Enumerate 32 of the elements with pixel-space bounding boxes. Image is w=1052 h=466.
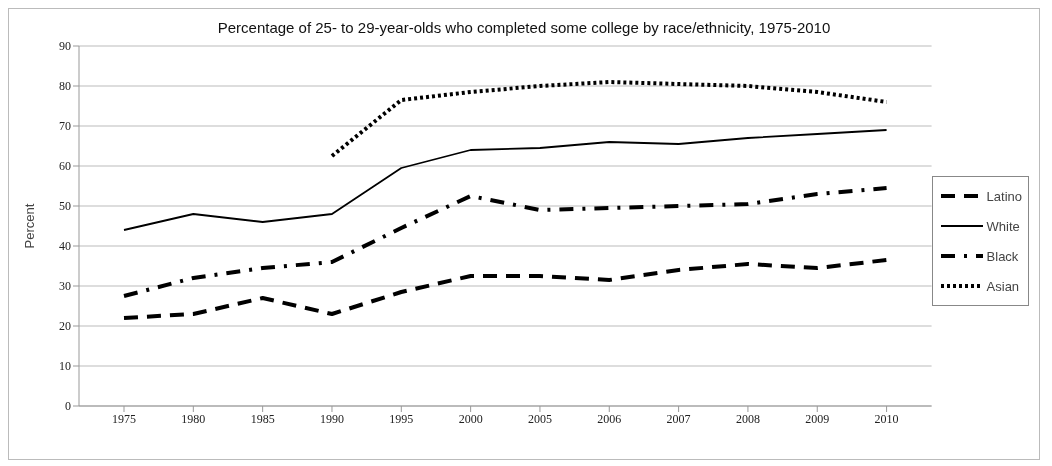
legend-label: Asian xyxy=(986,278,1020,294)
x-tick-label: 1985 xyxy=(250,411,275,426)
line-series xyxy=(122,258,889,320)
x-tick-label: 2010 xyxy=(874,411,899,426)
y-tick-label: 80 xyxy=(59,79,71,94)
legend-label: Black xyxy=(986,248,1019,264)
y-tick-label: 90 xyxy=(59,39,71,54)
legend-label: Latino xyxy=(986,188,1022,204)
x-tick-label: 2006 xyxy=(597,411,622,426)
x-tick-label: 1975 xyxy=(112,411,136,426)
line-series xyxy=(122,186,889,298)
x-tick-label: 2007 xyxy=(666,411,691,426)
line-series xyxy=(123,129,888,231)
x-tick-label: 1990 xyxy=(319,411,344,426)
legend-label: White xyxy=(986,218,1020,234)
y-tick-label: 50 xyxy=(59,199,71,214)
y-tick-label: 30 xyxy=(59,279,71,294)
chart-title: Percentage of 25- to 29-year-olds who completed some college by race/ethnicity, 1975-2010 xyxy=(216,19,832,36)
line-series xyxy=(329,80,889,158)
x-tick-label: 2009 xyxy=(805,411,830,426)
y-tick-label: 0 xyxy=(65,399,71,414)
x-tick-label: 1995 xyxy=(389,411,414,426)
y-tick-label: 20 xyxy=(59,319,71,334)
x-tick-label: 2005 xyxy=(527,411,552,426)
y-tick-label: 10 xyxy=(59,359,71,374)
y-tick-label: 70 xyxy=(59,119,71,134)
x-tick-label: 2008 xyxy=(735,411,760,426)
x-tick-label: 2000 xyxy=(458,411,483,426)
y-axis-title: Percent xyxy=(21,203,37,249)
y-tick-label: 40 xyxy=(59,239,71,254)
y-tick-label: 60 xyxy=(59,159,71,174)
x-tick-label: 1980 xyxy=(181,411,206,426)
